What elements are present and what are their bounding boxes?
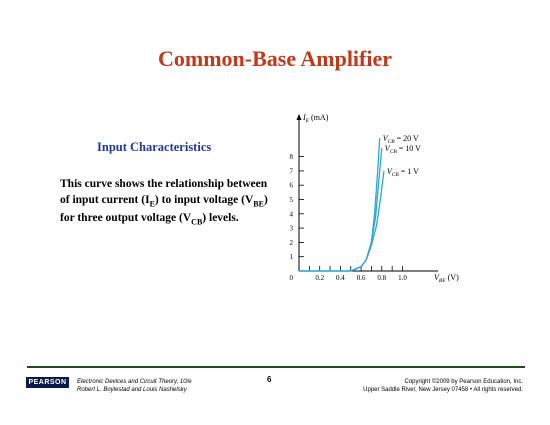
desc-part-1: This curve shows the relationship betwee… (60, 178, 268, 206)
copyright-info: Copyright ©2009 by Pearson Education, In… (363, 378, 523, 394)
x-tick-label: 0.6 (357, 274, 366, 282)
y-axis-title: IE (mA) (302, 113, 329, 124)
slide-subtitle: Input Characteristics (97, 140, 212, 154)
x-tick-label: 0.2 (315, 274, 324, 282)
copyright-line: Copyright ©2009 by Pearson Education, In… (404, 379, 524, 385)
x-axis-title: VBE (V) (434, 273, 459, 284)
y-tick-label: 1 (290, 253, 294, 261)
desc-sub-vbe: BE (253, 198, 264, 208)
desc-sub-ie: E (149, 198, 155, 208)
x-tick-label: 1.0 (398, 274, 407, 282)
series-label: VCB = 10 V (385, 144, 421, 155)
y-tick-label: 5 (290, 196, 294, 204)
slide-title: Common-Base Amplifier (157, 46, 393, 71)
address-line: Upper Saddle River, New Jersey 07458 • A… (363, 387, 523, 393)
y-tick-label: 8 (290, 153, 294, 161)
x-tick-label: 0.4 (336, 274, 345, 282)
book-title: Electronic Devices and Circuit Theory, 1… (77, 379, 192, 385)
description-text: This curve shows the relationship betwee… (60, 177, 275, 230)
y-tick-label: 6 (290, 182, 294, 190)
y-tick-label: 4 (290, 210, 294, 218)
series-label: VCB = 1 V (387, 167, 419, 178)
series-line (299, 170, 385, 272)
y-tick-label: 3 (290, 225, 294, 233)
page-number: 6 (267, 375, 272, 384)
pearson-logo: PEARSON (26, 377, 69, 388)
x-tick-label: 0.8 (377, 274, 386, 282)
origin-label: 0 (290, 274, 294, 282)
desc-part-4: ) levels. (202, 212, 239, 225)
y-tick-label: 7 (290, 167, 294, 175)
desc-part-2: ) to input voltage (V (154, 193, 254, 206)
desc-part-3: ) for three output voltage (V (60, 193, 268, 225)
desc-sub-vcb: CB (191, 217, 203, 227)
y-tick-label: 2 (290, 239, 294, 247)
input-characteristics-chart: 1 2 3 4 5 6 7 8 0.2 0.4 0.6 0.8 1.0 0 IE (mA) VBE (V) VC… (290, 113, 460, 284)
series-line (299, 137, 381, 272)
book-info: Electronic Devices and Circuit Theory, 1… (77, 378, 192, 394)
series-label: VCB = 20 V (383, 134, 419, 145)
footer-divider (27, 366, 525, 368)
book-authors: Robert L. Boylestad and Louis Nashelsky (77, 387, 187, 393)
y-axis-arrow (296, 114, 302, 120)
